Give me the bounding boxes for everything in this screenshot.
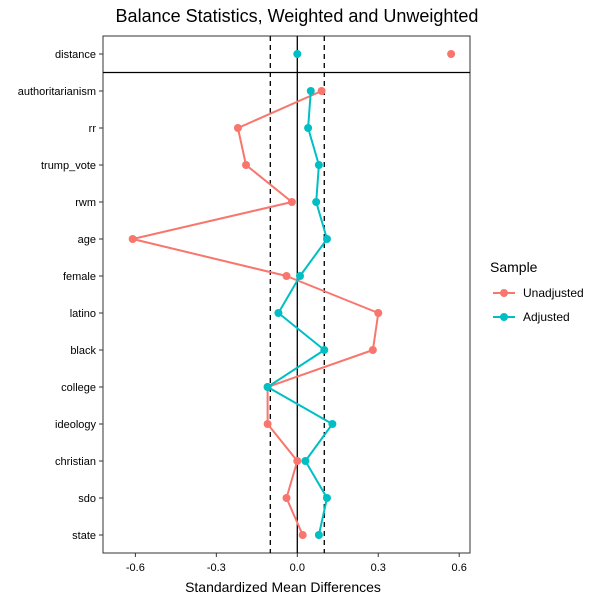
data-point-adjusted (320, 346, 329, 354)
data-point-unadjusted (447, 50, 456, 58)
x-tick-label: -0.3 (207, 562, 226, 574)
data-point-unadjusted (263, 420, 272, 428)
x-tick-label: 0.0 (290, 562, 305, 574)
y-tick-label: latino (70, 308, 96, 320)
data-point-adjusted (304, 124, 313, 132)
chart-title: Balance Statistics, Weighted and Unweigh… (116, 6, 479, 26)
data-point-adjusted (322, 494, 331, 502)
data-point-adjusted (301, 457, 310, 465)
series-line-unadjusted (131, 90, 380, 536)
legend-label: Unadjusted (523, 286, 584, 300)
y-tick-label: trump_vote (41, 160, 96, 172)
data-point-adjusted (322, 235, 331, 243)
data-point-adjusted (274, 309, 283, 317)
legend-title: Sample (490, 259, 538, 275)
x-tick-label: -0.6 (126, 562, 145, 574)
x-axis-title: Standardized Mean Differences (185, 579, 381, 595)
y-tick-label: christian (55, 456, 96, 468)
data-point-adjusted (306, 87, 315, 95)
panel-border (102, 35, 471, 554)
y-tick-label: authoritarianism (18, 86, 96, 98)
data-point-adjusted (293, 50, 302, 58)
y-tick-label: rr (89, 123, 97, 135)
legend-label: Adjusted (523, 310, 570, 324)
data-point-unadjusted (368, 346, 377, 354)
legend: Sample Unadjusted Adjusted (490, 259, 584, 324)
data-point-unadjusted (282, 272, 291, 280)
y-tick-label: ideology (55, 419, 96, 431)
data-point-adjusted (314, 531, 323, 539)
data-point-adjusted (263, 383, 272, 391)
y-tick-label: sdo (78, 493, 96, 505)
y-tick-label: black (70, 345, 96, 357)
legend-key-point (500, 313, 508, 321)
y-tick-label: age (78, 234, 96, 246)
legend-key-point (500, 289, 508, 297)
data-point-unadjusted (374, 309, 383, 317)
y-tick-label: distance (55, 49, 96, 61)
data-point-adjusted (312, 198, 321, 206)
x-tick-label: 0.3 (371, 562, 386, 574)
data-point-adjusted (295, 272, 304, 280)
data-point-unadjusted (298, 531, 307, 539)
data-point-unadjusted (128, 235, 137, 243)
y-tick-label: rwm (75, 197, 96, 209)
data-point-unadjusted (242, 161, 251, 169)
data-point-unadjusted (233, 124, 242, 132)
data-point-adjusted (328, 420, 337, 428)
y-tick-label: college (61, 382, 96, 394)
data-point-unadjusted (282, 494, 291, 502)
data-point-unadjusted (287, 198, 296, 206)
data-point-unadjusted (293, 457, 302, 465)
data-point-adjusted (314, 161, 323, 169)
data-point-unadjusted (317, 87, 326, 95)
x-tick-label: 0.6 (452, 562, 467, 574)
y-tick-label: state (72, 530, 96, 542)
y-tick-label: female (63, 271, 96, 283)
